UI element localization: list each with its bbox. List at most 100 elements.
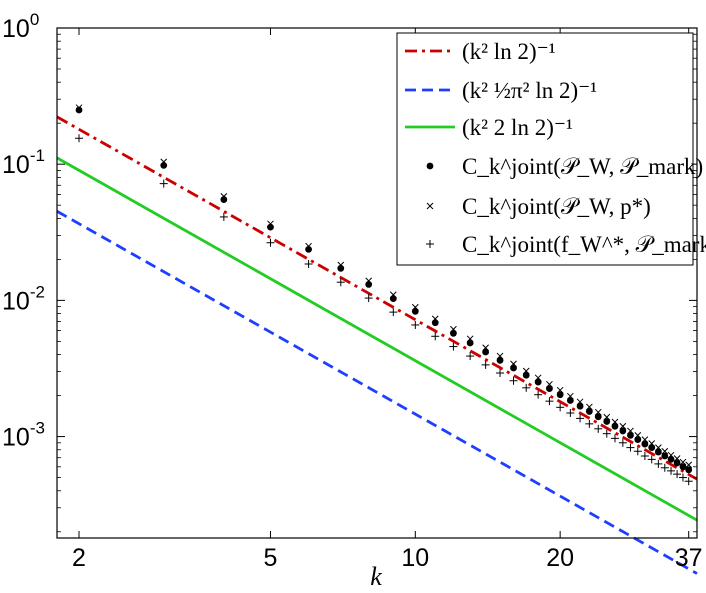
data-point-dot [305, 245, 312, 253]
data-point-x [603, 413, 611, 421]
x-axis-label: k [370, 562, 382, 591]
data-point-dot [389, 295, 397, 303]
data-point-x [594, 408, 602, 416]
data-point-dot [431, 319, 439, 327]
data-point-plus [496, 368, 505, 377]
data-point-x [267, 220, 274, 228]
data-point-x [450, 325, 457, 333]
data-point-x [482, 344, 489, 352]
data-point-dot [160, 161, 168, 169]
data-point-plus [654, 459, 663, 468]
x-tick-label: 5 [264, 544, 278, 572]
data-point-dot [673, 459, 681, 467]
data-point-plus [673, 470, 682, 479]
data-point-plus [594, 424, 603, 433]
data-point-dot [627, 432, 634, 439]
data-point-x [619, 422, 627, 430]
data-point-plus [626, 443, 635, 452]
y-tick-label: 10-1 [2, 146, 45, 179]
data-point-x [576, 398, 584, 406]
data-point-dot [426, 162, 434, 170]
data-point-x [389, 291, 397, 299]
data-point-plus [576, 414, 585, 423]
data-point-x [586, 403, 593, 411]
data-point-x [556, 386, 564, 394]
data-point-dot [654, 448, 662, 456]
data-point-plus [509, 376, 518, 385]
data-point-plus [481, 360, 490, 369]
legend-entry: C_k^joint(𝒫_W, 𝒫_mark) [426, 154, 703, 179]
data-point-plus [534, 390, 543, 399]
data-point-plus [618, 438, 627, 447]
data-point-x [160, 158, 168, 166]
data-point-dot [585, 408, 593, 415]
x-tick-label: 20 [546, 544, 574, 572]
data-point-plus [411, 320, 420, 329]
data-point-x [337, 261, 345, 269]
data-point-x [365, 277, 373, 285]
y-tick-base: 10 [2, 151, 30, 179]
data-point-plus [566, 408, 575, 417]
legend-label: (k² ln 2)⁻¹ [462, 39, 556, 64]
data-point-dot [337, 264, 345, 272]
data-point-dot [661, 452, 669, 460]
data-point-plus [159, 179, 168, 188]
data-point-dot [594, 413, 602, 421]
legend-entry: C_k^joint(𝒫_W, p*) [426, 194, 651, 219]
y-tick-label: 10-2 [2, 282, 45, 315]
data-point-dot [566, 397, 574, 404]
data-point-x [648, 440, 656, 447]
legend-entry: (k² ln 2)⁻¹ [405, 39, 556, 64]
data-point-x [679, 458, 687, 466]
data-point-x [305, 242, 312, 250]
data-point-x [566, 392, 574, 400]
y-tick-exponent: -2 [30, 282, 45, 301]
data-point-plus [684, 477, 693, 486]
data-point-plus [640, 452, 649, 461]
data-point-dot [546, 385, 553, 393]
data-point-plus [647, 455, 656, 464]
data-point-dot [220, 196, 228, 203]
y-tick-exponent: -1 [30, 146, 45, 165]
data-point-x [627, 427, 634, 435]
data-point-x [466, 335, 474, 343]
data-point-dot [685, 466, 693, 474]
data-point-dot [634, 436, 642, 444]
data-point-plus [522, 383, 531, 392]
legend-label: C_k^joint(𝒫_W, p*) [462, 194, 651, 219]
data-point-dot [75, 106, 83, 114]
data-point-x [426, 202, 434, 210]
y-tick-base: 10 [2, 15, 30, 43]
plot-frame [56, 27, 698, 539]
data-point-dot [648, 444, 656, 451]
data-point-plus [667, 466, 676, 475]
data-point-dot [679, 463, 687, 471]
data-point-plus [336, 278, 345, 287]
data-point-x [673, 455, 681, 462]
data-point-dot [611, 422, 619, 430]
x-tick-label: 37 [675, 544, 703, 572]
data-point-x [220, 193, 228, 200]
data-point-dot [619, 427, 627, 435]
series-line [56, 210, 698, 575]
data-point-x [522, 367, 530, 375]
legend-entry: (k² 2 ln 2)⁻¹ [405, 115, 573, 140]
data-point-x [685, 461, 693, 469]
series-line [56, 115, 698, 481]
data-point-plus [431, 332, 440, 341]
data-point-x [411, 303, 419, 311]
data-point-plus [602, 429, 611, 438]
y-tick-base: 10 [2, 424, 30, 452]
data-point-dot [411, 308, 419, 315]
data-point-plus [610, 434, 619, 443]
data-point-plus [449, 342, 458, 351]
y-tick-exponent: -3 [30, 419, 45, 438]
data-point-dot [641, 440, 649, 448]
data-point-dot [556, 391, 564, 399]
legend-entry: C_k^joint(f_W^*, 𝒫_mark) [426, 232, 706, 257]
data-point-x [667, 451, 675, 459]
data-point-plus [426, 240, 434, 248]
data-point-plus [266, 238, 275, 247]
legend: (k² ln 2)⁻¹ (k² ½π² ln 2)⁻¹ (k² 2 ln 2)⁻¹ C… [396, 32, 706, 266]
